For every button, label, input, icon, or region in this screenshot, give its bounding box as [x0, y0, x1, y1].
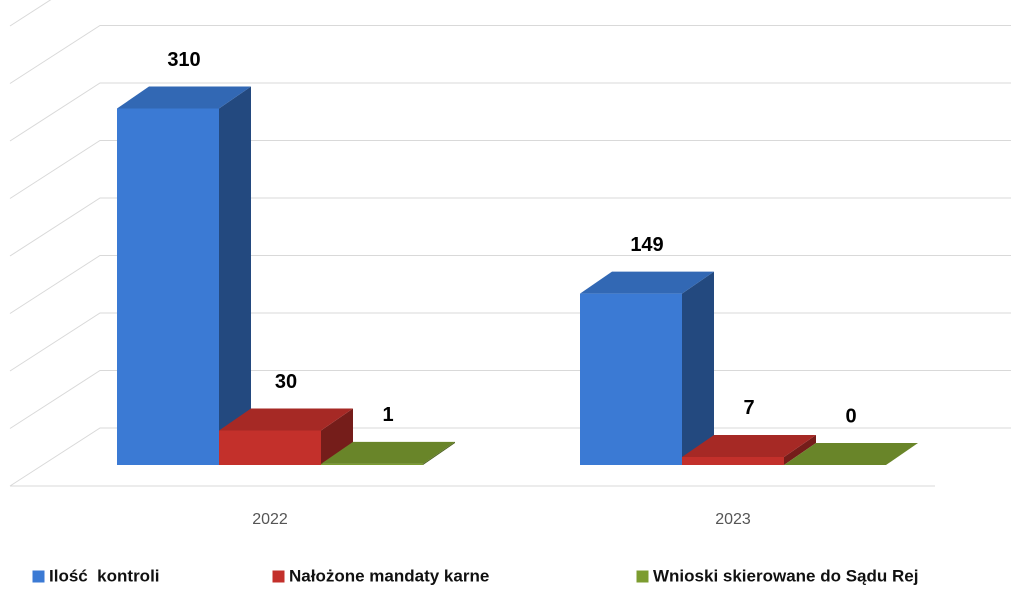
bar-top — [784, 443, 918, 465]
bar — [784, 443, 918, 465]
x-tick-label: 2022 — [252, 511, 288, 528]
grid-line — [9, 255, 1011, 314]
legend-label: Ilość kontroli — [49, 566, 160, 585]
bar-side — [423, 441, 455, 465]
value-label: 0 — [845, 405, 856, 427]
bar-top — [580, 271, 714, 294]
value-label: 30 — [275, 371, 297, 393]
bar — [321, 441, 455, 465]
bar-side — [784, 434, 816, 465]
legend-label: Wnioski skierowane do Sądu Rej — [653, 566, 918, 585]
legend-label: Nałożone mandaty karne — [289, 566, 489, 585]
value-label: 149 — [630, 234, 663, 256]
bar-top — [682, 434, 816, 457]
grid-line — [9, 82, 1011, 142]
bar-front — [117, 108, 219, 465]
grid-line — [9, 25, 1011, 84]
legend-swatch — [271, 569, 286, 584]
bar — [219, 408, 353, 465]
bar-top — [117, 86, 251, 109]
value-label: 310 — [167, 49, 200, 71]
legend-swatch — [635, 569, 650, 584]
bar-top — [321, 441, 455, 464]
grid-line — [9, 0, 52, 27]
bar-side — [321, 408, 353, 465]
legend-swatch — [31, 569, 46, 584]
bar-side — [219, 86, 251, 465]
bar — [682, 434, 816, 465]
bar — [580, 271, 714, 465]
grid-line — [9, 197, 1011, 257]
grid-line — [9, 140, 1011, 199]
bar-front — [219, 430, 321, 465]
bar-side — [682, 271, 714, 465]
bar-front — [682, 456, 784, 465]
bar — [117, 86, 251, 465]
bar-top — [219, 408, 353, 431]
value-label: 1 — [382, 404, 393, 426]
bar-front — [321, 463, 423, 465]
x-tick-label: 2023 — [715, 511, 751, 528]
value-label: 7 — [743, 397, 754, 419]
bar-front — [580, 293, 682, 465]
